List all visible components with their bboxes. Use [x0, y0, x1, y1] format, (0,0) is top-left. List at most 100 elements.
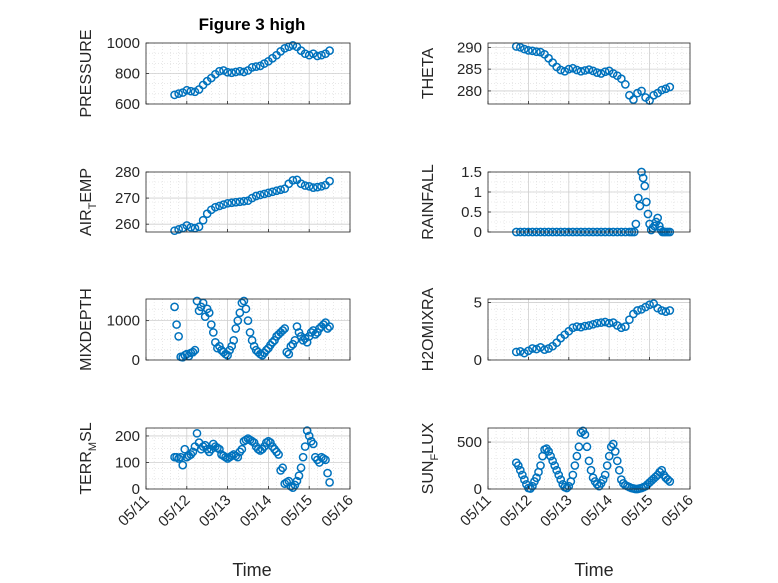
- data-point: [524, 46, 533, 55]
- data-point: [592, 479, 602, 489]
- data-point: [657, 306, 667, 315]
- data-series: [170, 296, 334, 362]
- y-tick-label: 280: [115, 164, 140, 181]
- data-point: [564, 481, 574, 491]
- axes-box: [487, 42, 691, 105]
- data-point: [625, 90, 634, 100]
- data-point: [239, 196, 249, 206]
- data-point: [540, 345, 549, 354]
- data-point: [300, 181, 310, 190]
- data-point: [288, 40, 298, 50]
- data-point: [241, 304, 251, 314]
- y-axis-label: RAINFALL: [420, 164, 437, 240]
- data-point: [223, 67, 232, 77]
- data-point: [243, 316, 253, 325]
- data-point: [178, 460, 188, 470]
- data-point: [288, 175, 298, 185]
- x-tick-label: 05/16: [658, 492, 697, 531]
- y-axis-label-subscript: F: [429, 454, 441, 461]
- y-tick-label: 260: [115, 216, 140, 233]
- data-point: [580, 321, 590, 331]
- data-point: [511, 347, 521, 357]
- data-point: [308, 183, 318, 193]
- y-tick-label: 280: [457, 83, 482, 100]
- data-point: [616, 74, 626, 84]
- y-tick-label: 270: [115, 190, 140, 207]
- y-axis-label: THETA: [420, 48, 437, 100]
- data-point: [657, 465, 667, 475]
- data-point: [294, 471, 304, 481]
- data-point: [223, 198, 232, 208]
- data-point: [231, 324, 241, 333]
- data-point: [661, 84, 671, 94]
- data-point: [325, 322, 334, 331]
- data-series: [170, 426, 334, 493]
- data-point: [274, 450, 283, 459]
- data-point: [278, 463, 288, 473]
- data-point: [257, 350, 267, 360]
- data-point: [629, 95, 638, 104]
- data-point: [556, 65, 566, 75]
- data-point: [600, 67, 610, 77]
- data-point: [215, 66, 224, 76]
- data-point: [513, 461, 523, 470]
- data-point: [665, 306, 675, 315]
- data-point: [614, 465, 624, 475]
- data-point: [600, 470, 610, 480]
- data-point: [323, 324, 332, 333]
- data-point: [227, 68, 237, 78]
- y-tick-label: 0: [474, 224, 482, 241]
- data-point: [280, 43, 290, 53]
- data-point: [176, 452, 186, 462]
- data-point: [231, 67, 241, 77]
- subplot-3: 0 0.5 1 1.5 RAINFALL: [420, 164, 691, 241]
- data-point: [645, 300, 654, 310]
- data-point: [548, 58, 557, 67]
- data-point: [278, 326, 288, 335]
- x-tick-label: 05/16: [318, 492, 357, 531]
- data-point: [317, 50, 326, 60]
- data-point: [580, 66, 590, 75]
- data-point: [170, 90, 179, 100]
- data-point: [600, 317, 610, 327]
- y-axis-label-subscript: T: [87, 202, 99, 209]
- data-point: [650, 221, 659, 231]
- y-tick-label: 100: [115, 454, 140, 471]
- data-point: [213, 343, 222, 353]
- x-tick-label: 05/13: [196, 492, 235, 531]
- subplot-2: 260 270 280 AIRTEMP: [78, 164, 351, 236]
- y-axis-label-part: TERR: [78, 451, 95, 495]
- x-tick-label: 05/11: [115, 492, 153, 530]
- data-point: [211, 202, 220, 212]
- data-point: [612, 456, 622, 466]
- y-axis-label: TERRMSL: [78, 422, 99, 494]
- y-tick-label: 0: [132, 352, 140, 369]
- data-point: [302, 426, 312, 436]
- data-point: [233, 452, 243, 462]
- data-point: [247, 63, 257, 72]
- data-point: [208, 328, 218, 337]
- data-point: [300, 442, 310, 451]
- data-point: [304, 431, 314, 441]
- data-point: [610, 447, 620, 456]
- data-series: [170, 40, 334, 100]
- axes-box: [145, 171, 351, 233]
- data-point: [643, 209, 653, 219]
- x-tick-label: 05/11: [457, 492, 495, 530]
- data-point: [219, 200, 228, 209]
- data-point: [528, 46, 537, 56]
- data-point: [245, 328, 255, 337]
- data-point: [568, 63, 578, 73]
- y-tick-label: 500: [457, 434, 482, 451]
- data-point: [174, 89, 183, 98]
- data-series: [511, 426, 675, 494]
- x-tick-label: 05/15: [277, 492, 316, 531]
- data-point: [194, 222, 204, 232]
- data-point: [586, 465, 596, 475]
- axes-box: [487, 171, 691, 233]
- data-point: [170, 226, 179, 236]
- data-point: [235, 308, 245, 318]
- subplot-5: 0 5 H2OMIXRA: [420, 287, 691, 371]
- data-point: [255, 190, 265, 200]
- subplot-7: 0 500 05/11 05/12 05/13 05/14 05/15 05/16 SUNFLU…: [420, 422, 697, 530]
